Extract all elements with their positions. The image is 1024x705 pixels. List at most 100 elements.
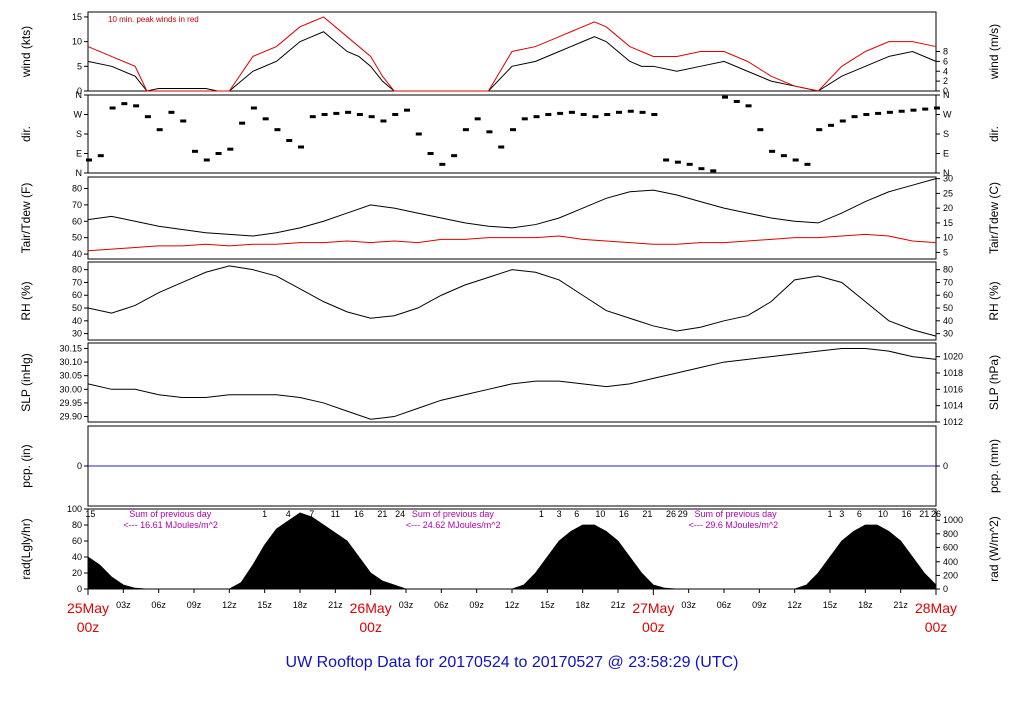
right-tick-label: N [943,168,950,178]
right-tick-label: 1000 [943,515,963,525]
right-tick-label: 800 [943,529,958,539]
wind-direction-point [462,128,469,132]
wind-direction-point [627,109,634,113]
hour-tick-label: 15z [540,600,555,610]
wind-direction-point [498,145,505,149]
hour-tick-label: 21z [611,600,626,610]
left-axis-label: RH (%) [19,281,33,320]
left-tick-label: 40 [72,552,82,562]
right-tick-label: W [943,110,952,120]
wind-direction-point [309,115,316,119]
panel-frame [87,176,937,260]
wind-direction-point [156,128,163,132]
day-label-hour: 00z [925,619,948,635]
wind-direction-point [780,154,787,158]
series-line-0 [87,31,937,92]
right-axis-label: wind (m/s) [987,24,1001,80]
right-tick-label: 5 [943,247,948,257]
left-tick-label: 20 [72,568,82,578]
wind-direction-point [274,128,281,132]
left-tick-label: 5 [77,61,82,71]
hour-tick-label: 12z [787,600,802,610]
wind-direction-point [898,109,905,113]
wind-direction-point [262,117,269,121]
left-tick-label: S [76,129,82,139]
left-tick-label: N [76,90,83,100]
left-tick-label: 29.95 [59,398,82,408]
left-axis-label: wind (kts) [19,26,33,78]
wind-direction-point [180,119,187,123]
wind-direction-point [804,162,811,166]
day-label-hour: 00z [359,619,382,635]
left-tick-label: 80 [72,520,82,530]
right-tick-label: 80 [943,265,953,275]
wind-direction-point [745,104,752,108]
right-tick-label: 6 [943,56,948,66]
wind-direction-point [486,130,493,134]
right-axis-label: RH (%) [987,281,1001,320]
left-tick-label: W [74,110,83,120]
left-axis-label: Tair/Tdew (F) [19,183,33,254]
hour-tick-label: 03z [116,600,131,610]
wind-direction-point [816,128,823,132]
wind-direction-point [192,149,198,153]
panel-temp: Tair/Tdew (F) Tair/Tdew (C) 80 70 60 50 40 30 25… [19,174,1001,260]
hour-mark-label: 1 [262,509,267,519]
right-tick-label: 1014 [943,401,963,411]
wind-direction-point [686,162,693,166]
wind-direction-point [239,121,246,125]
day-label-date: 26May [350,600,392,616]
wind-direction-point [733,100,740,103]
wind-direction-point [521,117,528,121]
right-axis-label: Tair/Tdew (C) [987,182,1001,254]
wind-direction-point [710,169,717,173]
right-tick-label: 25 [943,188,953,198]
wind-direction-point [616,110,622,114]
wind-direction-point [321,113,328,116]
day-label-date: 27May [632,600,674,616]
right-tick-label: 2 [943,76,948,86]
right-tick-label: E [943,149,949,159]
wind-direction-point [922,107,929,111]
left-axis-label: pcp. (in) [19,444,33,487]
right-tick-label: 600 [943,542,958,552]
hour-tick-label: 09z [187,600,202,610]
hour-mark-label: 4 [286,509,291,519]
left-tick-label: N [76,168,83,178]
left-tick-label: 30.15 [59,343,82,353]
left-tick-label: 40 [72,249,82,259]
wind-direction-point [427,152,434,155]
right-tick-label: 0 [943,461,948,471]
wind-direction-point [533,115,540,119]
left-tick-label: 15 [72,12,82,22]
left-tick-label: E [76,149,82,159]
hour-tick-label: 03z [681,600,696,610]
day-sum-label: Sum of previous day [695,509,778,519]
right-tick-label: 400 [943,557,958,567]
right-tick-label: 1016 [943,384,963,394]
left-tick-label: 30.05 [59,371,82,381]
left-axis-label: dir. [19,126,33,142]
hour-mark-label: 1 [827,509,832,519]
wind-direction-point [863,113,870,116]
hour-tick-label: 06z [434,600,449,610]
left-tick-label: 30.10 [59,357,82,367]
day-label-hour: 00z [77,619,100,635]
hour-mark-label: 16 [902,509,912,519]
left-axis-label: SLP (inHg) [19,353,33,411]
hour-tick-label: 06z [151,600,166,610]
right-tick-label: 8 [943,47,948,57]
right-axis-label: pcp. (mm) [987,439,1001,493]
wind-direction-point [286,139,293,142]
wind-direction-point [663,158,670,162]
left-tick-label: 30.00 [59,384,82,394]
hour-mark-label: 3 [557,509,562,519]
wind-direction-point [886,110,893,114]
hour-tick-label: 03z [399,600,414,610]
wind-direction-point [910,108,917,112]
right-tick-label: 1020 [943,352,963,362]
panel-rad: rad(Lgly/hr) rad (W/m^2)10080604020010008… [19,504,1001,594]
hour-mark-label: 26 [931,509,941,519]
wind-direction-point [839,119,846,123]
